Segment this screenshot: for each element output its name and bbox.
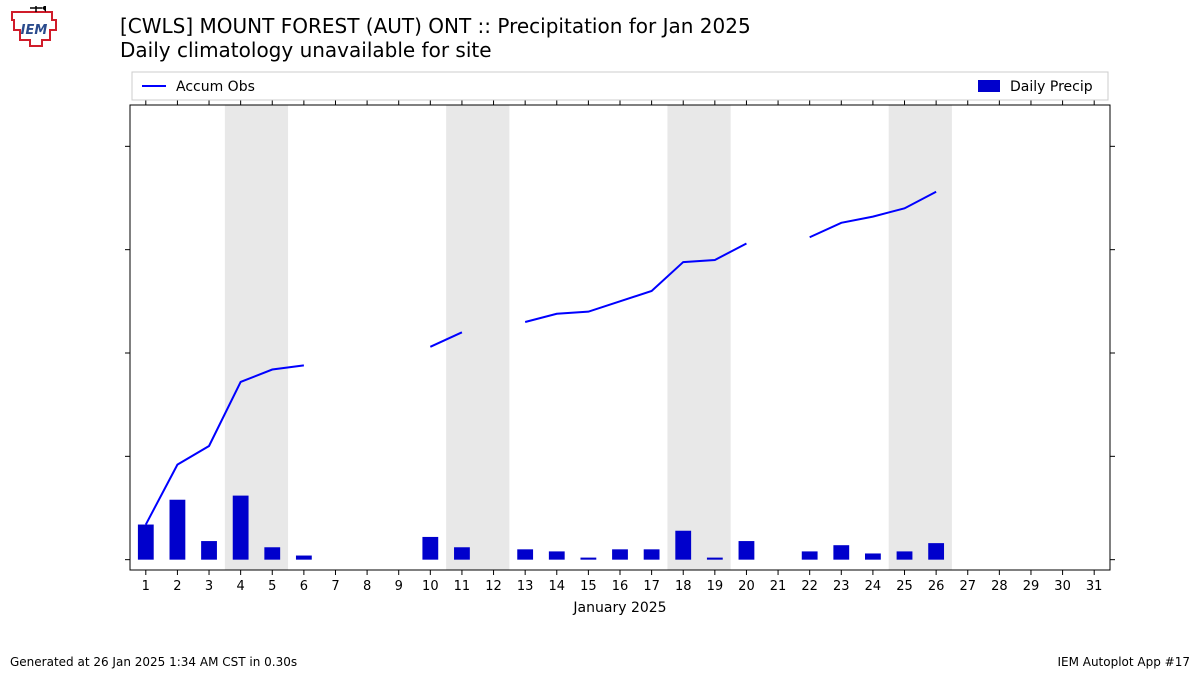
svg-text:4: 4 [237,579,245,594]
legend-box [132,72,1108,100]
footer-appid: IEM Autoplot App #17 [1057,655,1190,669]
footer-generated: Generated at 26 Jan 2025 1:34 AM CST in … [10,655,297,669]
svg-text:12: 12 [485,579,502,594]
svg-text:16: 16 [612,579,629,594]
svg-text:28: 28 [991,579,1008,594]
svg-text:10: 10 [422,579,439,594]
svg-text:21: 21 [770,579,787,594]
svg-text:7: 7 [331,579,339,594]
x-axis-label: January 2025 [572,600,666,616]
svg-text:25: 25 [896,579,913,594]
legend-bar-sample [978,80,1000,92]
svg-text:6: 6 [300,579,308,594]
svg-text:22: 22 [801,579,818,594]
svg-text:19: 19 [707,579,724,594]
svg-text:23: 23 [833,579,850,594]
svg-text:17: 17 [643,579,660,594]
chart-subtitle: Daily climatology unavailable for site [120,38,492,62]
svg-text:15: 15 [580,579,597,594]
svg-text:24: 24 [865,579,882,594]
svg-text:31: 31 [1086,579,1103,594]
svg-text:30: 30 [1054,579,1071,594]
svg-text:13: 13 [517,579,534,594]
svg-text:26: 26 [928,579,945,594]
svg-text:11: 11 [454,579,471,594]
svg-text:1: 1 [142,579,150,594]
legend-bar-label: Daily Precip [1010,79,1093,95]
svg-text:14: 14 [549,579,566,594]
iem-logo: IEM [8,6,60,52]
svg-text:5: 5 [268,579,276,594]
svg-text:20: 20 [738,579,755,594]
weekend-bands [225,105,952,570]
svg-text:2: 2 [173,579,181,594]
svg-text:27: 27 [959,579,976,594]
svg-text:9: 9 [395,579,403,594]
svg-text:3: 3 [205,579,213,594]
chart-title: [CWLS] MOUNT FOREST (AUT) ONT :: Precipi… [120,14,751,38]
chart: 0.00.51.01.52.01234567891011121314151617… [120,70,1120,630]
page: IEM [CWLS] MOUNT FOREST (AUT) ONT :: Pre… [0,0,1200,675]
svg-text:18: 18 [675,579,692,594]
svg-text:29: 29 [1023,579,1040,594]
legend-line-label: Accum Obs [176,79,255,95]
svg-text:IEM: IEM [21,23,48,38]
svg-text:8: 8 [363,579,371,594]
